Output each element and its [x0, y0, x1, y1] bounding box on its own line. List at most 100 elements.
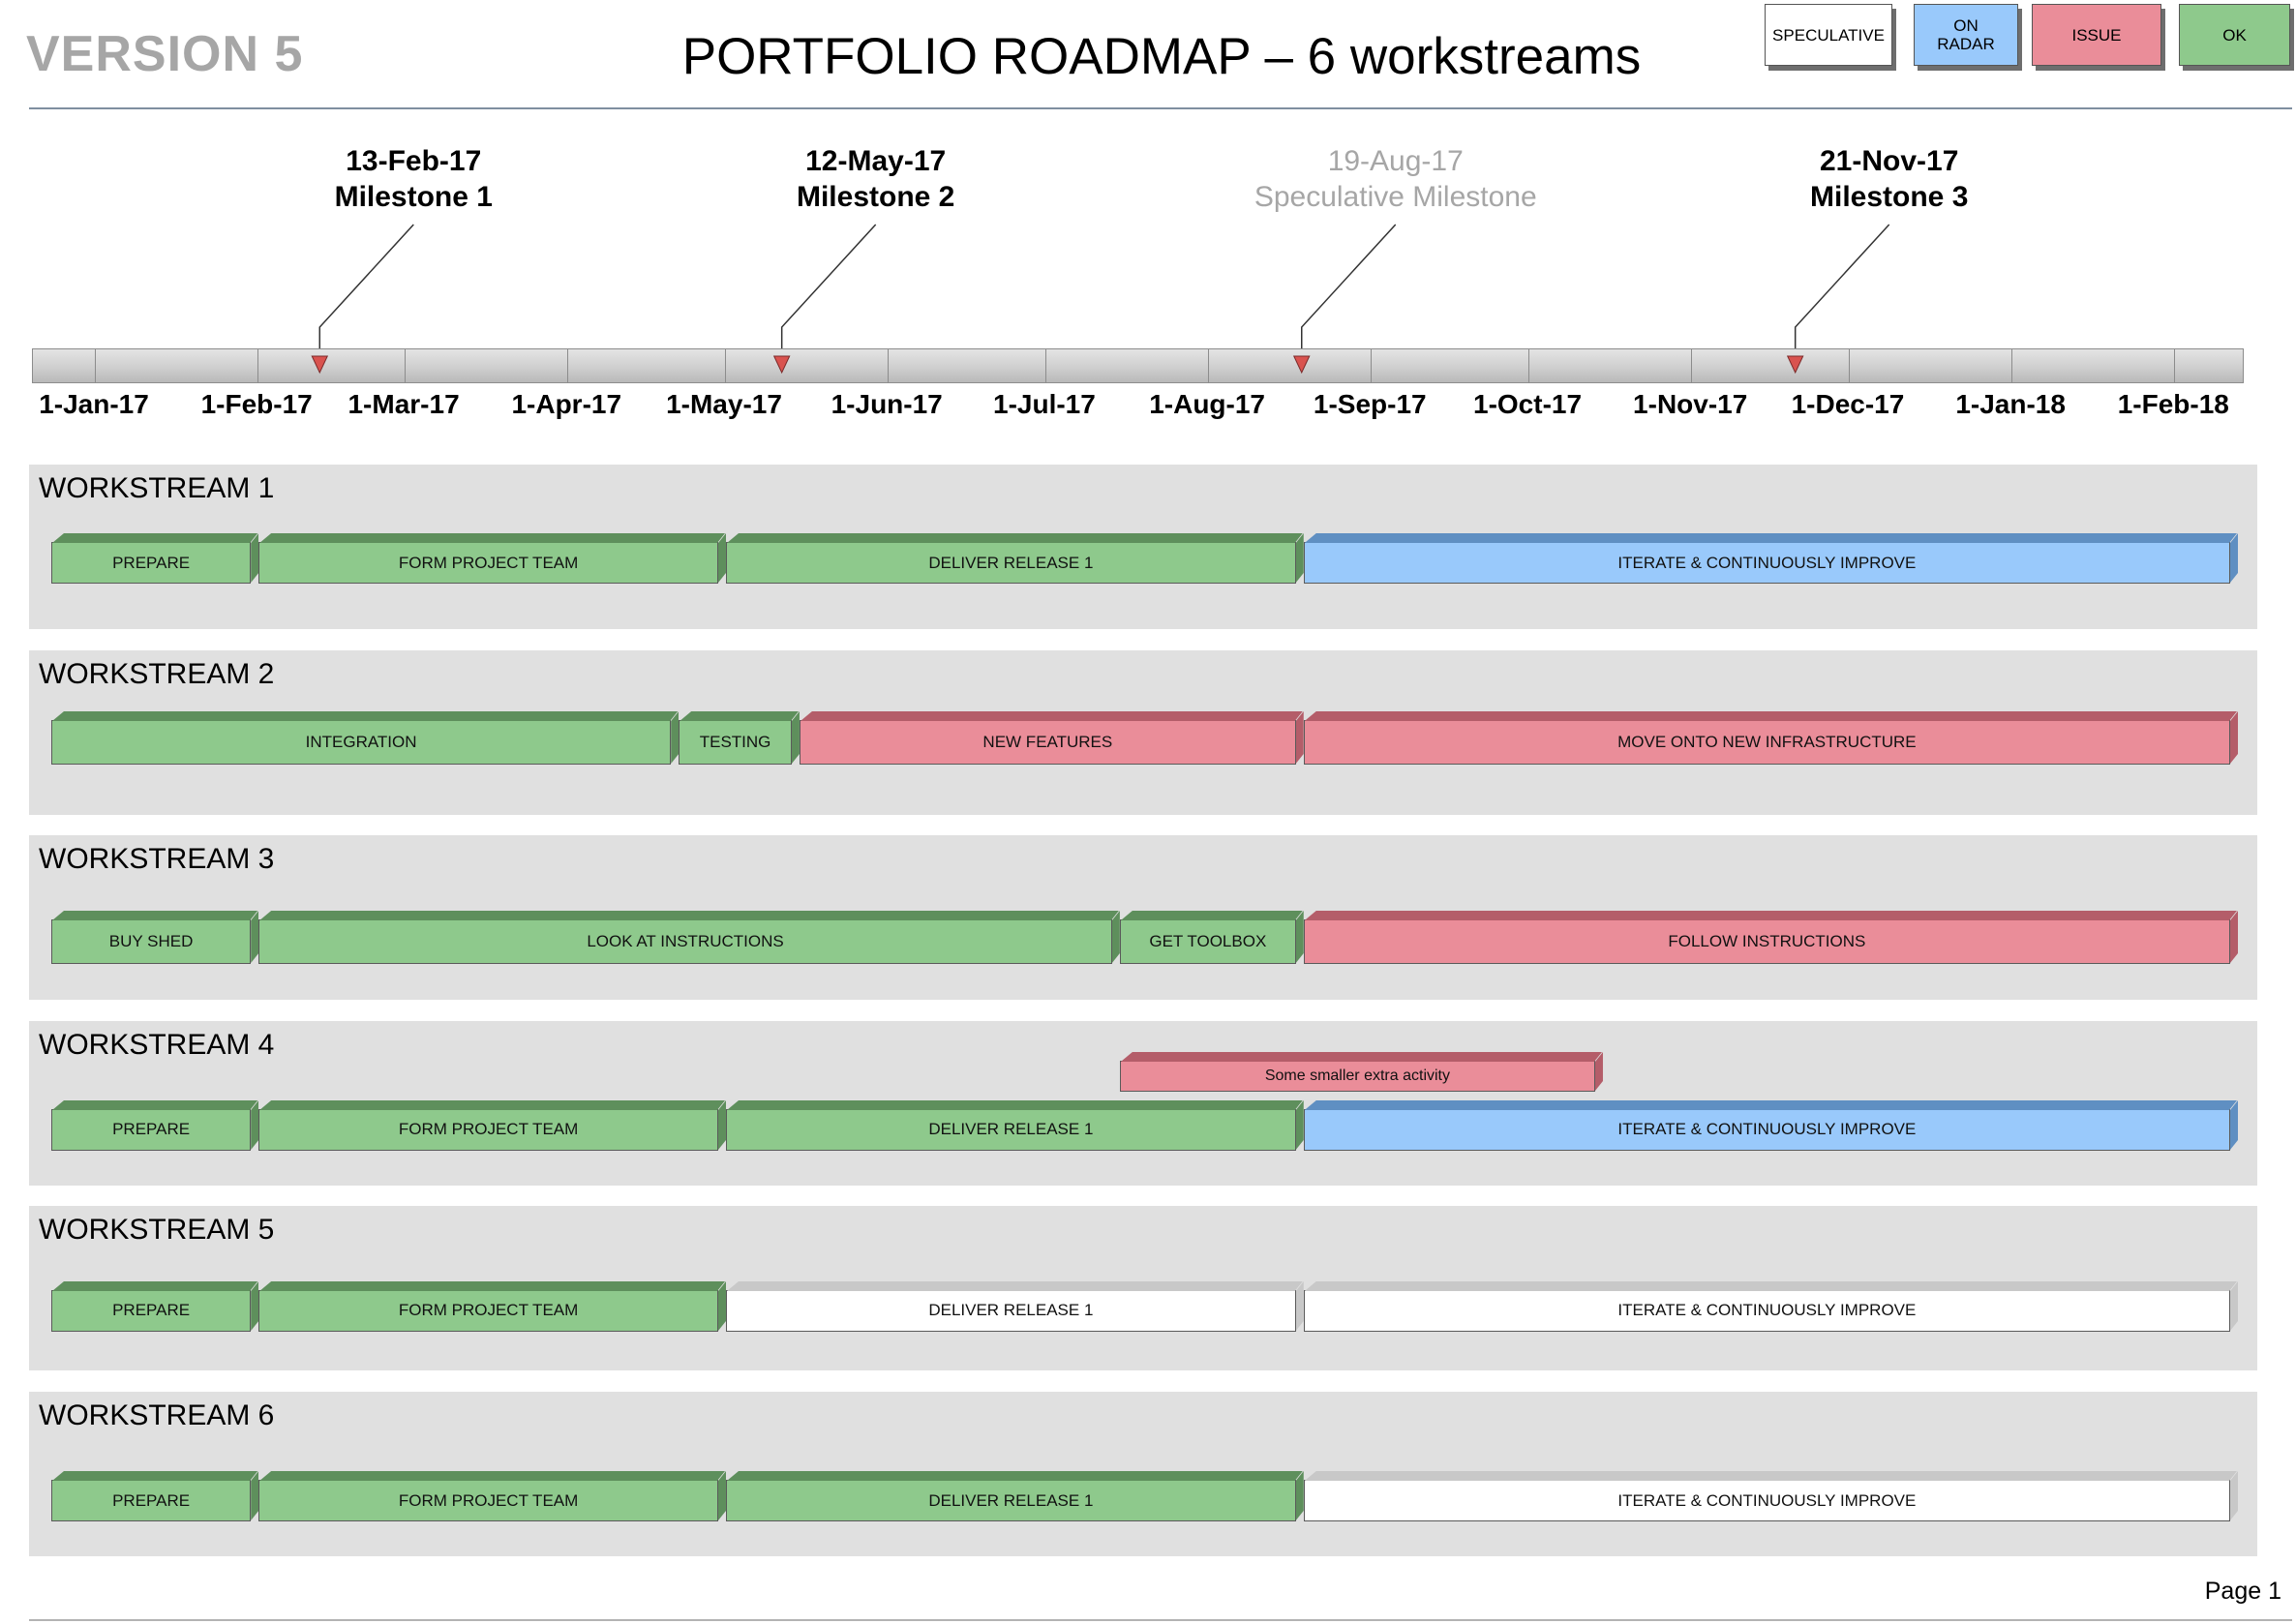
task-bar[interactable]: FORM PROJECT TEAM — [258, 1480, 718, 1521]
month-label: 1-Dec-17 — [1791, 389, 1905, 419]
milestone-label: 13-Feb-17 Milestone 1 — [229, 143, 597, 215]
task-bar-side-face — [2230, 1471, 2238, 1520]
task-bar[interactable]: PREPARE — [51, 1480, 251, 1521]
header-divider — [29, 107, 2292, 109]
task-bar-side-face — [1296, 1471, 1304, 1520]
workstream-panel: WORKSTREAM 4 PREPARE FORM PROJECT TEAM DELI… — [29, 1020, 2257, 1186]
month-label: 1-Feb-17 — [200, 389, 313, 419]
task-bar[interactable]: TESTING — [679, 720, 792, 765]
task-bar[interactable]: ITERATE & CONTINUOUSLY IMPROVE — [1303, 542, 2230, 584]
workstream-panel: WORKSTREAM 3 BUY SHED LOOK AT INSTRUCTIONS… — [29, 835, 2257, 1001]
task-bar[interactable]: PREPARE — [51, 1290, 251, 1332]
task-bar[interactable]: INTEGRATION — [51, 720, 671, 765]
month-label: 1-Oct-17 — [1472, 389, 1583, 419]
task-bar[interactable]: Some smaller extra activity — [1119, 1061, 1595, 1092]
task-bar[interactable]: GET TOOLBOX — [1119, 919, 1296, 964]
task-bar-top-face — [259, 911, 1119, 920]
legend-issue: ISSUE — [2032, 4, 2161, 66]
task-bar-top-face — [1305, 1281, 2237, 1291]
task-bar[interactable]: ITERATE & CONTINUOUSLY IMPROVE — [1303, 1109, 2230, 1151]
task-bar-top-face — [727, 1281, 1303, 1291]
page-number: Page 1 — [2204, 1578, 2281, 1605]
task-bar[interactable]: ITERATE & CONTINUOUSLY IMPROVE — [1303, 1480, 2230, 1521]
task-bar-side-face — [718, 1471, 726, 1520]
task-bar-side-face — [251, 1100, 258, 1150]
task-label: PREPARE — [112, 1301, 191, 1320]
timeline-tick — [1528, 349, 1530, 382]
task-bar[interactable]: LOOK AT INSTRUCTIONS — [258, 919, 1112, 964]
task-bar[interactable]: DELIVER RELEASE 1 — [726, 1480, 1296, 1521]
task-bar[interactable]: FOLLOW INSTRUCTIONS — [1303, 919, 2230, 964]
task-label: FORM PROJECT TEAM — [398, 553, 579, 572]
task-label: BUY SHED — [108, 931, 194, 950]
task-label: ITERATE & CONTINUOUSLY IMPROVE — [1617, 553, 1917, 572]
month-label: 1-Mar-17 — [347, 389, 460, 419]
task-bar[interactable]: DELIVER RELEASE 1 — [726, 542, 1296, 584]
task-bar-top-face — [1305, 533, 2237, 543]
task-bar-side-face — [718, 1281, 726, 1331]
task-bar[interactable]: DELIVER RELEASE 1 — [726, 1109, 1296, 1151]
task-label: PREPARE — [112, 553, 191, 572]
milestone-name: Milestone 3 — [1810, 181, 1969, 213]
task-label: PREPARE — [112, 1490, 191, 1510]
timeline-tick — [2011, 349, 2013, 382]
milestone-date: 21-Nov-17 — [1819, 145, 1959, 177]
task-label: DELIVER RELEASE 1 — [928, 553, 1094, 572]
legend-speculative: SPECULATIVE — [1765, 4, 1892, 66]
milestone-connector — [1794, 224, 1890, 356]
task-bar[interactable]: PREPARE — [51, 1109, 251, 1151]
task-bar[interactable]: DELIVER RELEASE 1 — [726, 1290, 1296, 1332]
task-bar[interactable]: MOVE ONTO NEW INFRASTRUCTURE — [1303, 720, 2230, 765]
task-bar-side-face — [718, 533, 726, 583]
task-label: MOVE ONTO NEW INFRASTRUCTURE — [1617, 732, 1917, 751]
milestone-label: 21-Nov-17 Milestone 3 — [1706, 143, 2073, 215]
milestone-name: Milestone 1 — [334, 181, 493, 213]
workstream-panel: WORKSTREAM 6 PREPARE FORM PROJECT TEAM DELI… — [29, 1392, 2257, 1556]
task-bar-top-face — [1305, 1100, 2237, 1110]
task-bar[interactable]: ITERATE & CONTINUOUSLY IMPROVE — [1303, 1290, 2230, 1332]
task-bar-side-face — [2230, 533, 2238, 583]
task-label: DELIVER RELEASE 1 — [928, 1490, 1094, 1510]
task-bar-side-face — [718, 1100, 726, 1150]
task-bar-top-face — [259, 1100, 725, 1110]
task-label: FORM PROJECT TEAM — [398, 1120, 579, 1139]
task-bar[interactable]: FORM PROJECT TEAM — [258, 1109, 718, 1151]
task-bar-side-face — [2230, 1100, 2238, 1150]
timeline-tick — [567, 349, 569, 382]
version-label: VERSION 5 — [26, 26, 304, 82]
task-label: ITERATE & CONTINUOUSLY IMPROVE — [1617, 1120, 1917, 1139]
task-bar[interactable]: FORM PROJECT TEAM — [258, 542, 718, 584]
task-bar[interactable]: PREPARE — [51, 542, 251, 584]
task-bar-top-face — [52, 1471, 257, 1481]
task-bar-top-face — [801, 711, 1303, 721]
timeline-tick — [1044, 349, 1046, 382]
task-bar-side-face — [792, 711, 800, 764]
task-bar-top-face — [52, 911, 257, 920]
task-label: TESTING — [699, 732, 771, 751]
task-label: PREPARE — [112, 1120, 191, 1139]
month-label: 1-Jun-17 — [831, 389, 943, 419]
footer-divider — [29, 1619, 2292, 1621]
task-label: FOLLOW INSTRUCTIONS — [1668, 931, 1866, 950]
month-label: 1-Nov-17 — [1633, 389, 1748, 419]
task-bar-top-face — [1305, 911, 2237, 920]
task-label: NEW FEATURES — [982, 732, 1113, 751]
task-bar-side-face — [2230, 711, 2238, 764]
month-label: 1-Jan-17 — [39, 389, 149, 419]
task-bar[interactable]: FORM PROJECT TEAM — [258, 1290, 718, 1332]
task-bar-side-face — [1296, 533, 1304, 583]
workstream-title: WORKSTREAM 1 — [39, 472, 275, 504]
task-bar-side-face — [251, 533, 258, 583]
milestone-connector — [780, 224, 877, 356]
workstream-title: WORKSTREAM 6 — [39, 1399, 275, 1431]
task-label: INTEGRATION — [305, 732, 417, 751]
month-label: 1-Jan-18 — [1955, 389, 2066, 419]
task-bar-top-face — [727, 1471, 1303, 1481]
task-bar[interactable]: NEW FEATURES — [799, 720, 1296, 765]
milestone-connector — [1301, 224, 1397, 356]
timeline-tick — [95, 349, 96, 382]
task-bar-top-face — [727, 1100, 1303, 1110]
task-bar[interactable]: BUY SHED — [51, 919, 251, 964]
milestone-date: 19-Aug-17 — [1327, 145, 1464, 177]
task-label: LOOK AT INSTRUCTIONS — [587, 931, 784, 950]
